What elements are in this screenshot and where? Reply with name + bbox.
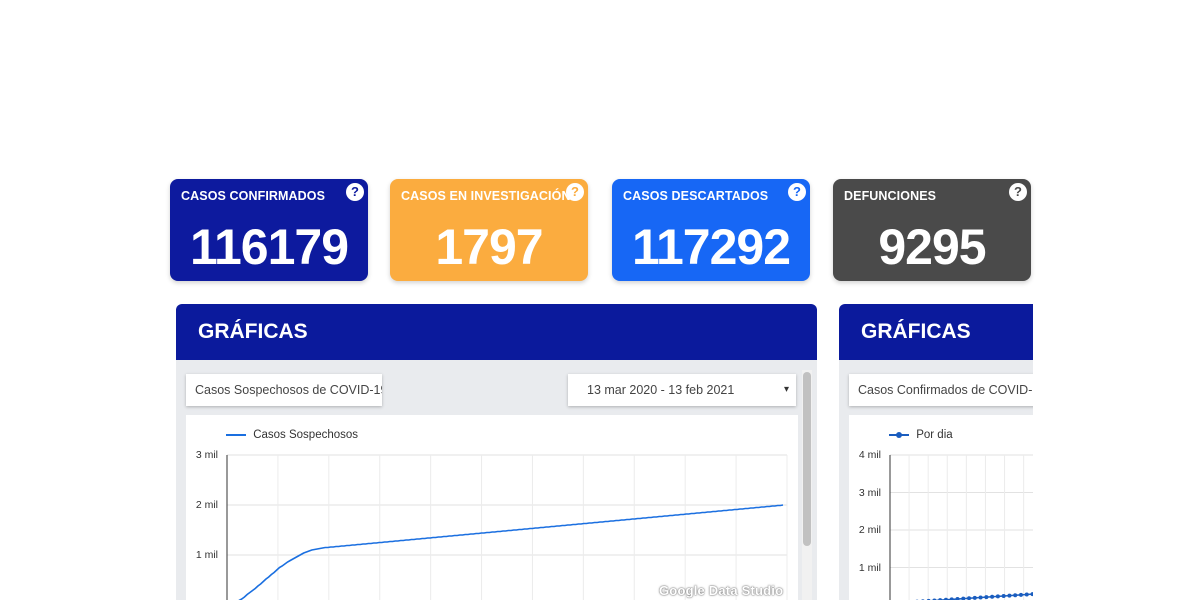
date-range-text: 13 mar 2020 - 13 feb 2021 [587, 383, 735, 397]
legend-dot [896, 431, 902, 438]
series-line [929, 593, 1033, 600]
data-point [967, 596, 972, 600]
y-tick-label: 2 mil [195, 499, 218, 511]
data-point [978, 595, 983, 600]
data-point [1018, 592, 1023, 597]
legend-label: Casos Sospechosos [253, 429, 359, 441]
card-descartados: CASOS DESCARTADOS ? 117292 [612, 179, 810, 281]
scrollbar-thumb[interactable] [803, 372, 811, 546]
data-point [972, 595, 977, 600]
card-label: CASOS DESCARTADOS [623, 189, 769, 203]
card-value: 9295 [878, 219, 986, 275]
card-investigacion: CASOS EN INVESTIGACIÓN ? 1797 [390, 179, 588, 281]
help-icon[interactable]: ? [346, 183, 364, 201]
graficas-panel-right: GRÁFICAS Casos Confirmados de COVID-19 P… [839, 304, 1033, 600]
card-label: DEFUNCIONES [844, 189, 937, 203]
watermark: Google Data Studio [659, 583, 784, 598]
data-point [984, 595, 989, 600]
data-point [1013, 593, 1018, 598]
data-point [961, 596, 966, 600]
panel-title: GRÁFICAS [176, 304, 817, 360]
data-point [949, 597, 954, 600]
help-icon[interactable]: ? [566, 183, 584, 201]
metric-selector[interactable]: Casos Confirmados de COVID-19 [849, 374, 1033, 406]
y-tick-label: 3 mil [858, 487, 881, 499]
legend-line-swatch [226, 433, 246, 436]
card-defunciones: DEFUNCIONES ? 9295 [833, 179, 1031, 281]
y-tick-label: 1 mil [195, 549, 218, 561]
y-tick-label: 2 mil [858, 524, 881, 536]
data-point [1024, 592, 1029, 597]
help-icon[interactable]: ? [1009, 183, 1027, 201]
graficas-panel-left: GRÁFICAS Casos Sospechosos de COVID-19 1… [176, 304, 817, 600]
panel-body: Casos Sospechosos de COVID-19 13 mar 202… [176, 360, 817, 600]
card-label: CASOS CONFIRMADOS [181, 189, 326, 203]
chart-right-svg [889, 454, 1033, 600]
data-point [1007, 593, 1012, 598]
panel-body: Casos Confirmados de COVID-19 Por dia 4 … [839, 360, 1033, 600]
card-value: 117292 [631, 219, 791, 275]
series-line [238, 504, 784, 600]
data-point [990, 594, 995, 599]
chart-left-svg [226, 454, 788, 600]
metric-selector[interactable]: Casos Sospechosos de COVID-19 [186, 374, 382, 406]
card-label: CASOS EN INVESTIGACIÓN [401, 189, 571, 203]
data-point [995, 594, 1000, 599]
card-value: 1797 [435, 219, 543, 275]
card-confirmados: CASOS CONFIRMADOS ? 116179 [170, 179, 368, 281]
legend-label: Por dia [916, 429, 953, 441]
chart-confirmados: Por dia 4 mil 3 mil 2 mil 1 mil [849, 415, 1033, 600]
help-icon[interactable]: ? [788, 183, 806, 201]
date-range-picker[interactable]: 13 mar 2020 - 13 feb 2021 ▾ [568, 374, 796, 406]
chart-legend: Por dia [889, 429, 953, 441]
data-point [1001, 594, 1006, 598]
y-tick-label: 1 mil [858, 562, 881, 574]
legend-line-swatch [889, 431, 909, 438]
chart-legend: Casos Sospechosos [226, 429, 358, 441]
data-point [955, 597, 960, 600]
y-tick-label: 4 mil [858, 449, 881, 461]
chart-sospechosos: Casos Sospechosos 3 mil 2 mil 1 mil Goog… [186, 415, 798, 600]
y-tick-label: 3 mil [195, 449, 218, 461]
vertical-scrollbar[interactable] [802, 370, 812, 600]
data-point [943, 597, 948, 600]
panel-title: GRÁFICAS [839, 304, 1033, 360]
dropdown-arrow-icon: ▾ [783, 384, 789, 395]
card-value: 116179 [189, 219, 349, 275]
data-point [1030, 592, 1033, 597]
